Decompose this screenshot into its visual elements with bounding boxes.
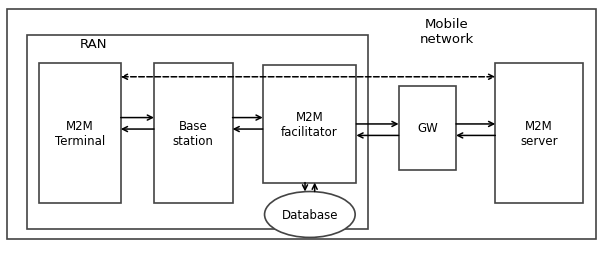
- Text: M2M
facilitator: M2M facilitator: [281, 110, 338, 138]
- Text: M2M
server: M2M server: [520, 119, 558, 147]
- Text: Mobile
network: Mobile network: [420, 18, 474, 46]
- Bar: [263, 66, 356, 183]
- Text: Base
station: Base station: [173, 119, 214, 147]
- Text: M2M
Terminal: M2M Terminal: [55, 119, 105, 147]
- Text: GW: GW: [417, 122, 438, 135]
- Bar: [39, 64, 121, 203]
- Text: Database: Database: [281, 208, 338, 221]
- Ellipse shape: [265, 192, 355, 237]
- Text: RAN: RAN: [80, 38, 108, 51]
- Bar: [399, 86, 456, 170]
- Bar: [495, 64, 583, 203]
- Bar: [154, 64, 233, 203]
- Bar: [27, 36, 368, 229]
